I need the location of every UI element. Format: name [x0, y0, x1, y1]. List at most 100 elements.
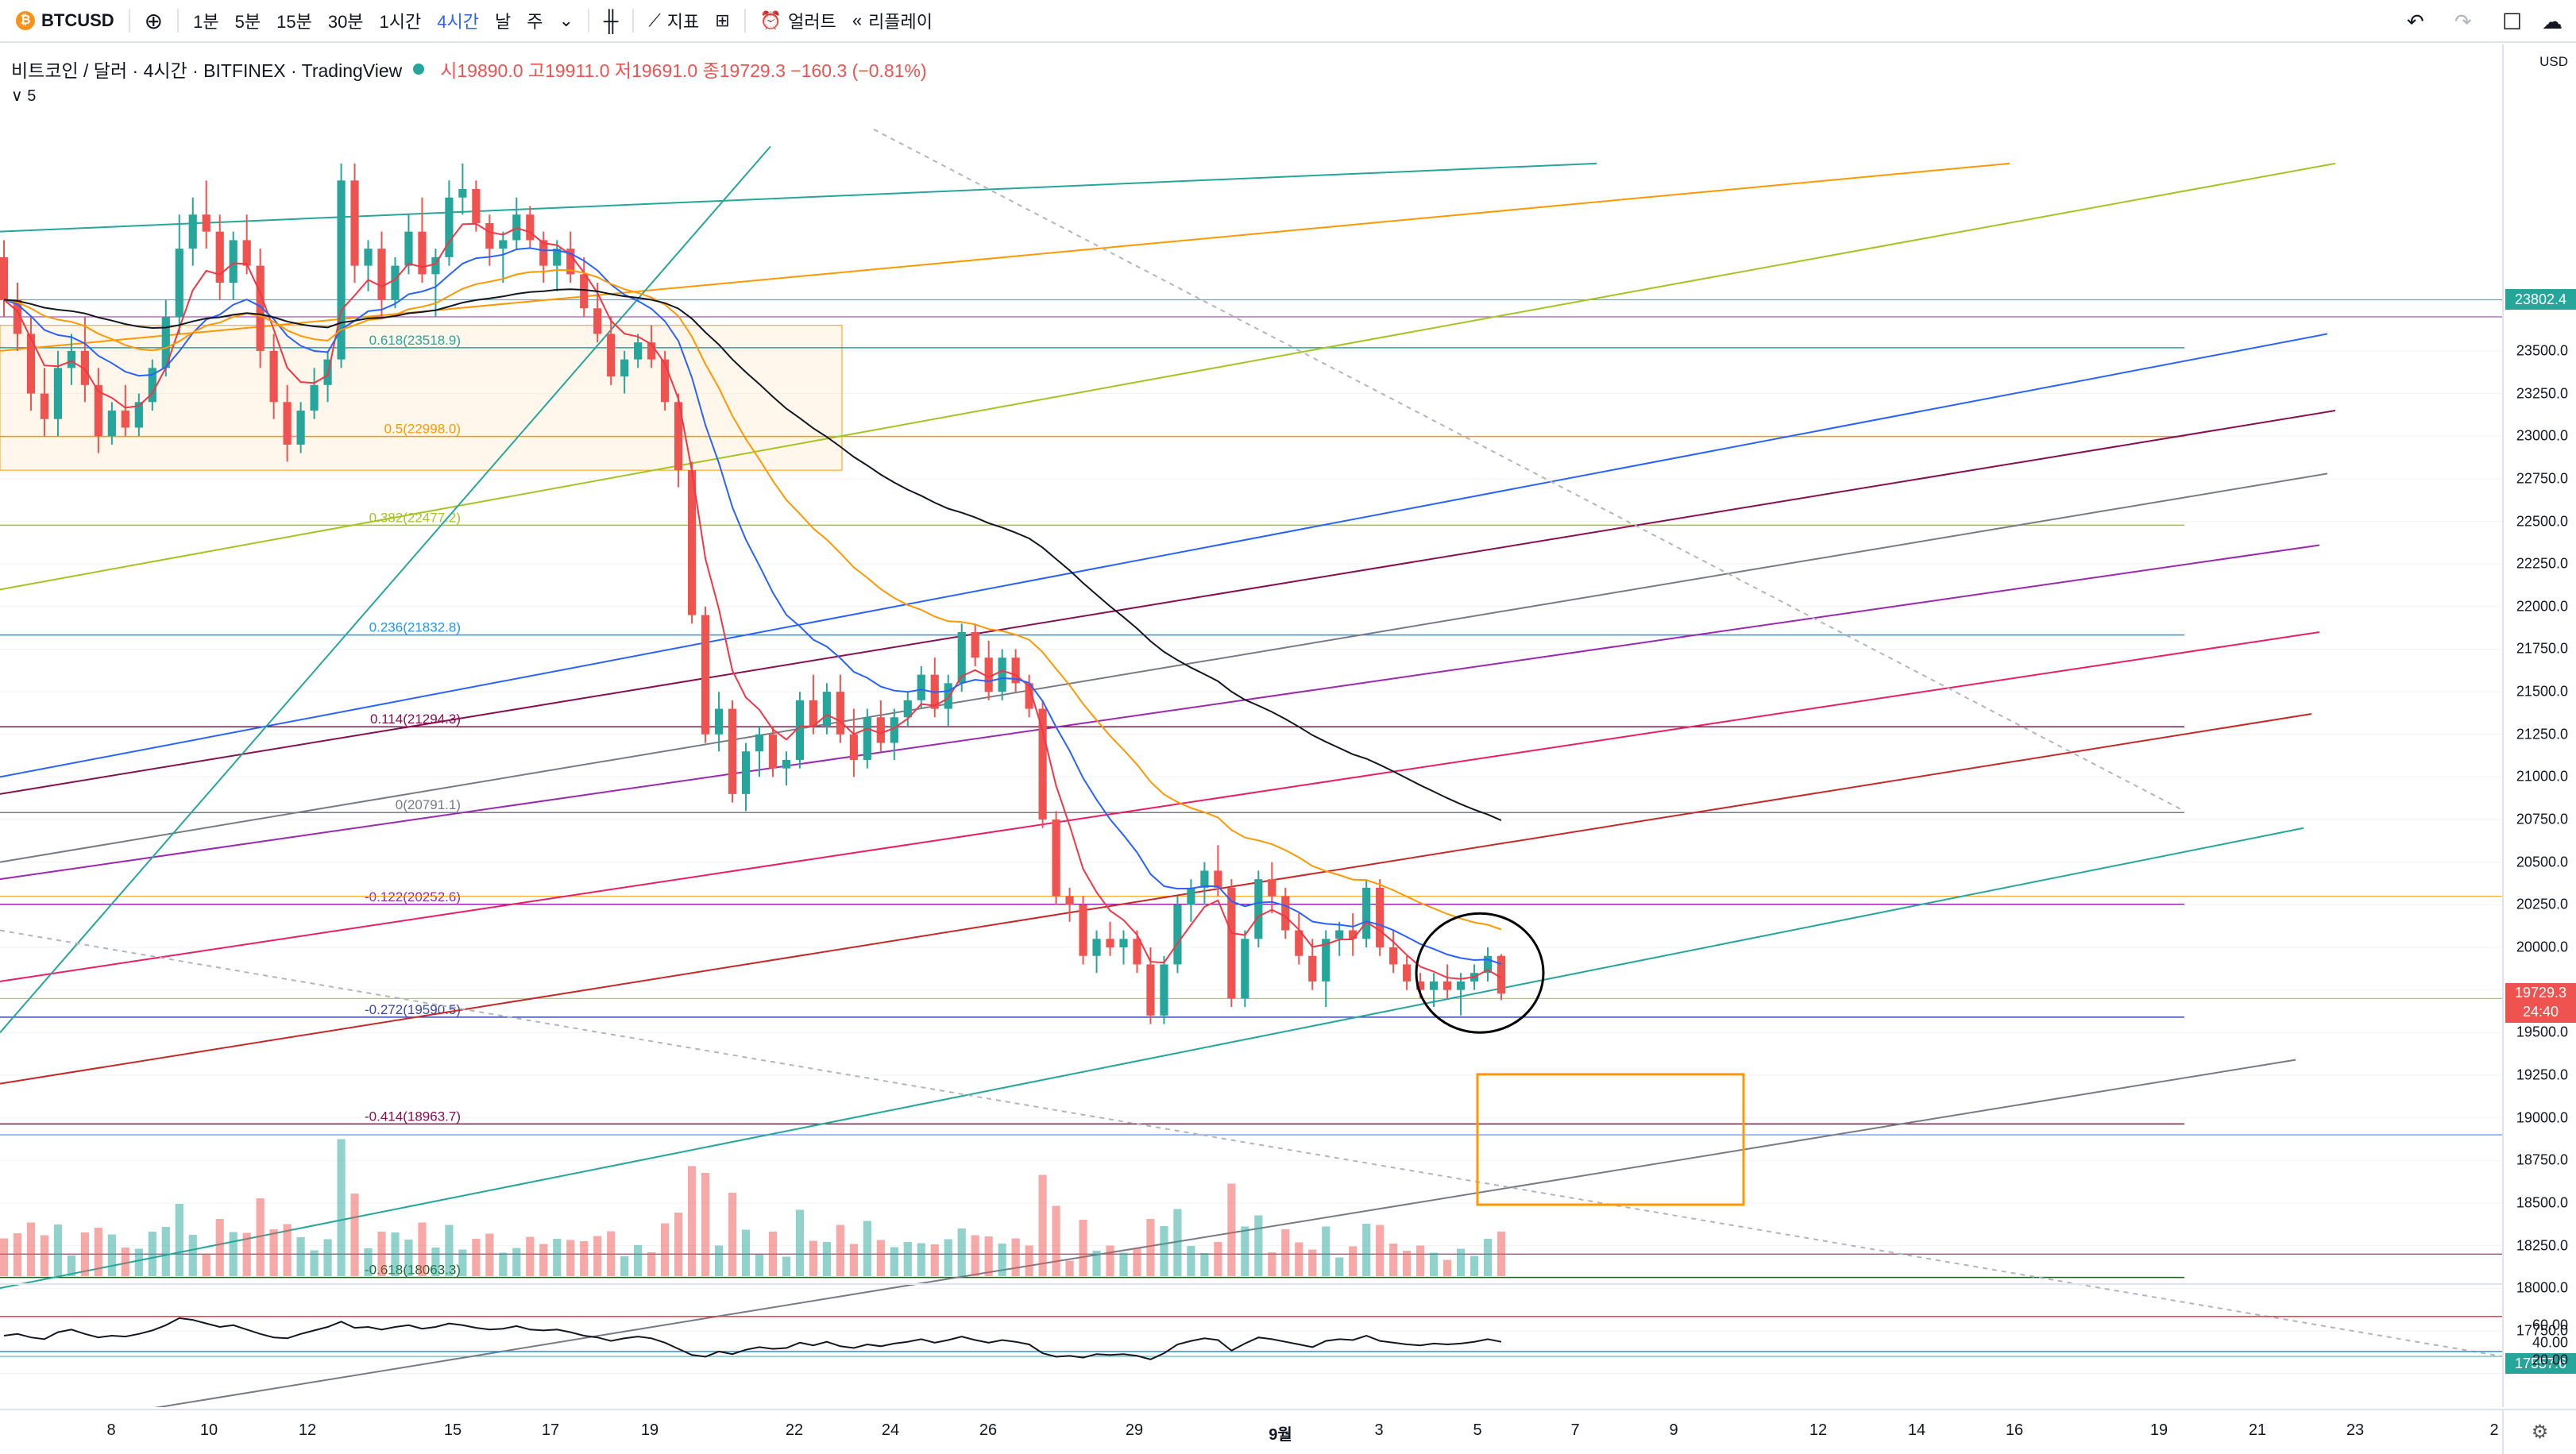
interval-15m[interactable]: 15분	[276, 12, 312, 32]
undo-button[interactable]: ↶	[2407, 0, 2424, 43]
compare-symbol-button[interactable]: ⊕	[137, 0, 171, 42]
indicators-button[interactable]: ⟋ 지표	[640, 0, 707, 42]
time-tick-label: 16	[2005, 1421, 2024, 1439]
volume-bar	[1416, 1245, 1425, 1276]
volume-bar	[256, 1198, 265, 1276]
interval-5m[interactable]: 5분	[234, 12, 261, 32]
volume-bar	[1119, 1252, 1128, 1276]
candle-body	[445, 197, 454, 257]
price-tick-label: 22500.0	[2516, 513, 2568, 529]
fullscreen-button[interactable]: ☐	[2502, 0, 2522, 43]
volume-bar	[1052, 1205, 1060, 1276]
time-axis[interactable]: 8 10 12 15 17 19 22 24 26 29 9월 3 5 7 9 12 14 16 19 21 23 2	[0, 1409, 2502, 1454]
time-tick-label: 12	[1809, 1421, 1828, 1439]
volume-bar	[418, 1222, 427, 1276]
candle-body	[553, 249, 562, 266]
time-tick-label: 21	[2248, 1421, 2267, 1439]
interval-1h[interactable]: 1시간	[379, 12, 422, 32]
candle-body	[26, 334, 36, 394]
volume-bar	[1160, 1226, 1168, 1276]
time-tick-label: 15	[443, 1421, 462, 1439]
volume-bar	[13, 1233, 22, 1276]
chart-canvas[interactable]: 0.618(23518.9) 0.5(22998.0) 0.382(22477.2)…	[0, 44, 2502, 1407]
interval-4h[interactable]: 4시간	[437, 12, 479, 32]
trend-line	[0, 631, 2320, 982]
time-tick-label: 9	[1669, 1421, 1678, 1439]
candle-body	[674, 402, 683, 471]
volume-bar	[795, 1209, 805, 1276]
volume-bar	[445, 1225, 454, 1276]
chart-type-button[interactable]: ╫	[596, 0, 626, 42]
interval-1m[interactable]: 1분	[193, 12, 219, 32]
volume-bar	[620, 1256, 629, 1276]
candle-body	[1092, 939, 1101, 956]
replay-button[interactable]: « 리플레이	[844, 0, 940, 42]
volume-bar	[661, 1223, 670, 1276]
chart-pane[interactable]: 0.618(23518.9) 0.5(22998.0) 0.382(22477.2)…	[0, 44, 2502, 1407]
time-tick-label: 9월	[1269, 1426, 1292, 1444]
price-tick-label: 17750.0	[2516, 1322, 2568, 1339]
interval-1w[interactable]: 주	[527, 12, 543, 32]
candle-body	[310, 384, 319, 411]
candle-body	[404, 231, 413, 266]
volume-bar	[647, 1252, 656, 1276]
volume-bar	[1011, 1238, 1020, 1276]
snapshot-button[interactable]: ☁	[2542, 0, 2562, 43]
candle-body	[256, 265, 265, 351]
fib-level-label: -0.414(18963.7)	[365, 1109, 461, 1124]
legend-collapse-toggle[interactable]: ∨ 5	[11, 87, 37, 105]
volume-bar	[917, 1243, 925, 1276]
candle-body	[1483, 955, 1493, 974]
volume-bar	[404, 1240, 413, 1276]
price-tick-label: 19250.0	[2516, 1066, 2568, 1083]
symbol-search-button[interactable]: ₿ BTCUSD	[8, 0, 122, 42]
price-axis[interactable]: USD 23500.0 23250.0 23000.0 22750.0 22500.0 22…	[2502, 44, 2576, 1424]
time-tick-label: 22	[785, 1421, 804, 1439]
fib-level-label: 0.5(22998.0)	[384, 422, 461, 437]
candle-body	[1322, 939, 1330, 982]
candle-body	[607, 334, 616, 377]
volume-bar	[539, 1244, 548, 1276]
price-tick-label: 18250.0	[2516, 1237, 2568, 1254]
candle-body	[269, 350, 278, 403]
volume-bar	[1025, 1245, 1033, 1276]
chart-settings-button[interactable]: ⚙	[2502, 1409, 2576, 1454]
candle-body	[296, 411, 305, 445]
layout-templates-button[interactable]: ⊞	[707, 0, 737, 42]
candle-body	[1200, 870, 1209, 888]
candle-body	[876, 717, 885, 743]
volume-bar	[1254, 1215, 1263, 1276]
volume-bar	[876, 1240, 885, 1276]
volume-bar	[903, 1242, 912, 1276]
volume-bar	[741, 1229, 751, 1276]
price-tick-label: 19500.0	[2516, 1024, 2568, 1040]
interval-dropdown-button[interactable]: ⌄	[550, 0, 581, 42]
bitcoin-icon: ₿	[16, 11, 35, 30]
fib-level-label: 0.382(22477.2)	[369, 510, 461, 525]
candle-body	[620, 359, 629, 377]
candle-body	[984, 658, 993, 692]
volume-bar	[472, 1239, 481, 1276]
ema-long-line	[3, 268, 1502, 931]
candle-body	[1065, 896, 1074, 905]
interval-1d[interactable]: 날	[494, 12, 512, 32]
interval-30m[interactable]: 30분	[327, 12, 364, 32]
volume-bar	[458, 1249, 467, 1276]
toolbar-divider	[177, 9, 180, 33]
time-tick-label: 10	[199, 1421, 218, 1439]
redo-button[interactable]: ↷	[2454, 0, 2472, 43]
volume-bar	[957, 1228, 966, 1276]
candle-body	[283, 402, 292, 445]
candle-body	[1442, 981, 1452, 990]
volume-bar	[431, 1248, 440, 1276]
candle-body	[566, 249, 575, 275]
candle-body	[1403, 964, 1412, 982]
candle-body	[377, 249, 386, 300]
volume-bar	[1349, 1246, 1358, 1276]
cloud-icon: ☁	[2542, 9, 2562, 33]
alert-button[interactable]: ⏰ 얼러트	[752, 0, 844, 42]
bar-countdown: 24:40	[2522, 1004, 2559, 1020]
time-tick-label: 29	[1125, 1421, 1144, 1439]
candle-body	[1133, 939, 1141, 965]
candle-body	[391, 265, 400, 300]
